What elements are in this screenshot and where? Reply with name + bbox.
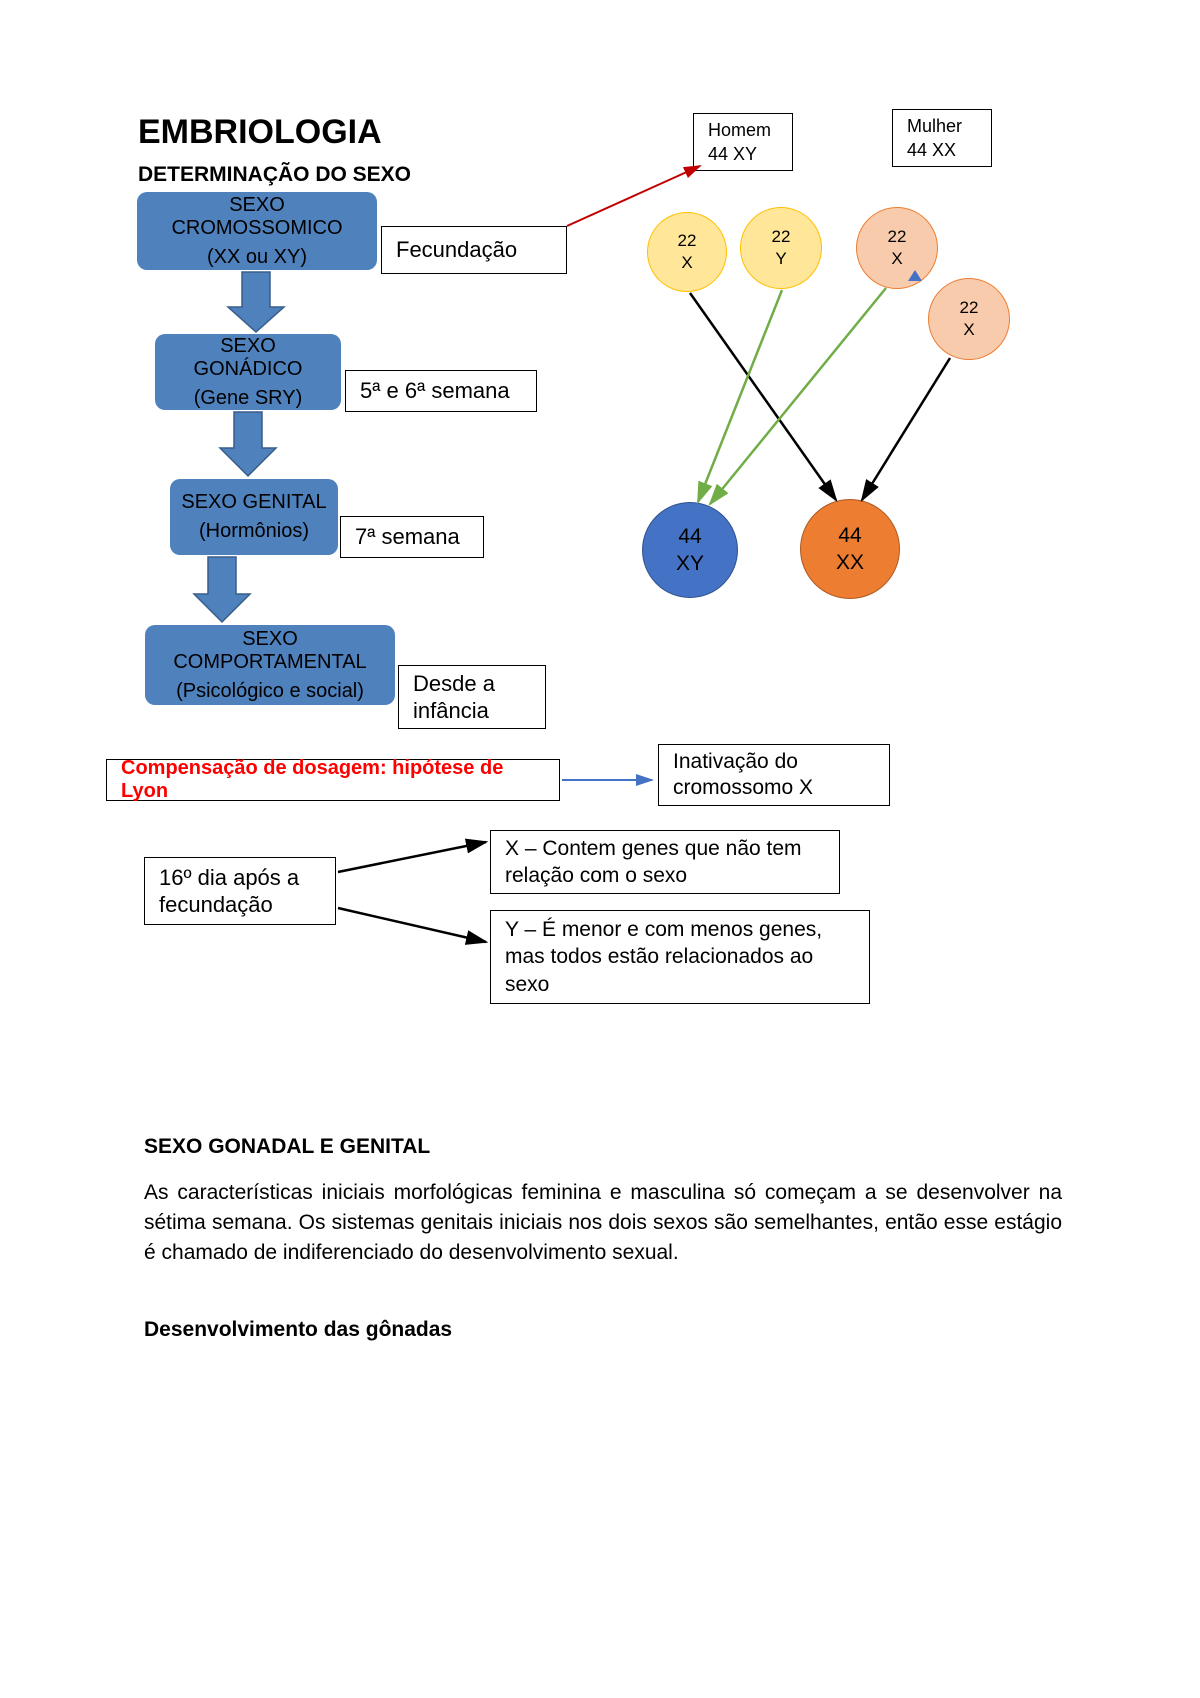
gamete-top: 22 xyxy=(960,297,979,319)
box-line1: SEXO COMPORTAMENTAL xyxy=(153,628,387,674)
zygote-xy: 44 XY xyxy=(642,502,738,598)
zygote-top: 44 xyxy=(838,522,861,549)
box-line2: (Hormônios) xyxy=(199,520,309,543)
down-arrow-icon xyxy=(228,272,284,332)
label-semana56-text: 5ª e 6ª semana xyxy=(360,378,510,404)
cross-arrow xyxy=(698,290,782,502)
label-semana7: 7ª semana xyxy=(340,516,484,558)
zygote-top: 44 xyxy=(678,523,701,550)
box-line1: SEXO GONÁDICO xyxy=(163,335,333,381)
section2-text: As características iniciais morfológicas… xyxy=(144,1178,1062,1267)
box-line1: SEXO GENITAL xyxy=(181,491,326,514)
label-inativacao: Inativação do cromossomo X xyxy=(658,744,890,806)
label-xdesc-text: X – Contem genes que não tem relação com… xyxy=(505,835,825,890)
branch-arrow xyxy=(338,842,486,872)
gamete-bot: X xyxy=(891,248,902,270)
label-infancia-text: Desde a infância xyxy=(413,670,531,725)
label-mulher: Mulher 44 XX xyxy=(892,109,992,167)
down-arrow-icon xyxy=(194,557,250,622)
label-semana56: 5ª e 6ª semana xyxy=(345,370,537,412)
box-sexo-comportamental: SEXO COMPORTAMENTAL (Psicológico e socia… xyxy=(145,625,395,705)
label-fecundacao-text: Fecundação xyxy=(396,237,517,263)
branch-arrow xyxy=(338,908,486,942)
label-xdesc: X – Contem genes que não tem relação com… xyxy=(490,830,840,894)
gamete-3: 22 X xyxy=(856,207,938,289)
section2-title: SEXO GONADAL E GENITAL xyxy=(144,1135,430,1159)
section-subtitle: DETERMINAÇÃO DO SEXO xyxy=(138,163,411,187)
label-infancia: Desde a infância xyxy=(398,665,546,729)
gamete-bot: Y xyxy=(775,248,786,270)
zygote-bot: XX xyxy=(836,549,864,576)
label-dia16-text: 16º dia após a fecundação xyxy=(159,864,321,919)
box-sexo-genital: SEXO GENITAL (Hormônios) xyxy=(170,479,338,555)
gamete-bot: X xyxy=(681,252,692,274)
label-fecundacao: Fecundação xyxy=(381,226,567,274)
cross-arrow xyxy=(862,358,950,500)
gamete-bot: X xyxy=(963,319,974,341)
page-title: EMBRIOLOGIA xyxy=(138,113,382,152)
box-line2: (Psicológico e social) xyxy=(176,680,364,703)
zygote-xx: 44 XX xyxy=(800,499,900,599)
gamete-1: 22 X xyxy=(647,212,727,292)
label-mulher-text: Mulher 44 XX xyxy=(907,114,962,163)
zygote-bot: XY xyxy=(676,550,704,577)
label-compensacao-text: Compensação de dosagem: hipótese de Lyon xyxy=(121,757,545,803)
box-sexo-gonadico: SEXO GONÁDICO (Gene SRY) xyxy=(155,334,341,410)
label-semana7-text: 7ª semana xyxy=(355,524,460,550)
label-ydesc-text: Y – É menor e com menos genes, mas todos… xyxy=(505,916,855,998)
cross-arrow xyxy=(690,293,836,500)
box-line2: (XX ou XY) xyxy=(207,246,307,269)
gamete-4: 22 X xyxy=(928,278,1010,360)
gamete-top: 22 xyxy=(678,230,697,252)
box-line2: (Gene SRY) xyxy=(194,387,303,410)
gamete-2: 22 Y xyxy=(740,207,822,289)
section2-sub: Desenvolvimento das gônadas xyxy=(144,1318,452,1342)
gamete-top: 22 xyxy=(888,226,907,248)
gamete-top: 22 xyxy=(772,226,791,248)
down-arrow-icon xyxy=(220,412,276,476)
label-inativacao-text: Inativação do cromossomo X xyxy=(673,749,875,802)
box-sexo-cromossomico: SEXO CROMOSSOMICO (XX ou XY) xyxy=(137,192,377,270)
label-ydesc: Y – É menor e com menos genes, mas todos… xyxy=(490,910,870,1004)
selection-triangle-icon xyxy=(908,270,922,281)
label-homem-text: Homem 44 XY xyxy=(708,118,771,167)
label-homem: Homem 44 XY xyxy=(693,113,793,171)
label-compensacao: Compensação de dosagem: hipótese de Lyon xyxy=(106,759,560,801)
box-line1: SEXO CROMOSSOMICO xyxy=(145,194,369,240)
cross-arrow xyxy=(710,288,886,504)
label-dia16: 16º dia após a fecundação xyxy=(144,857,336,925)
